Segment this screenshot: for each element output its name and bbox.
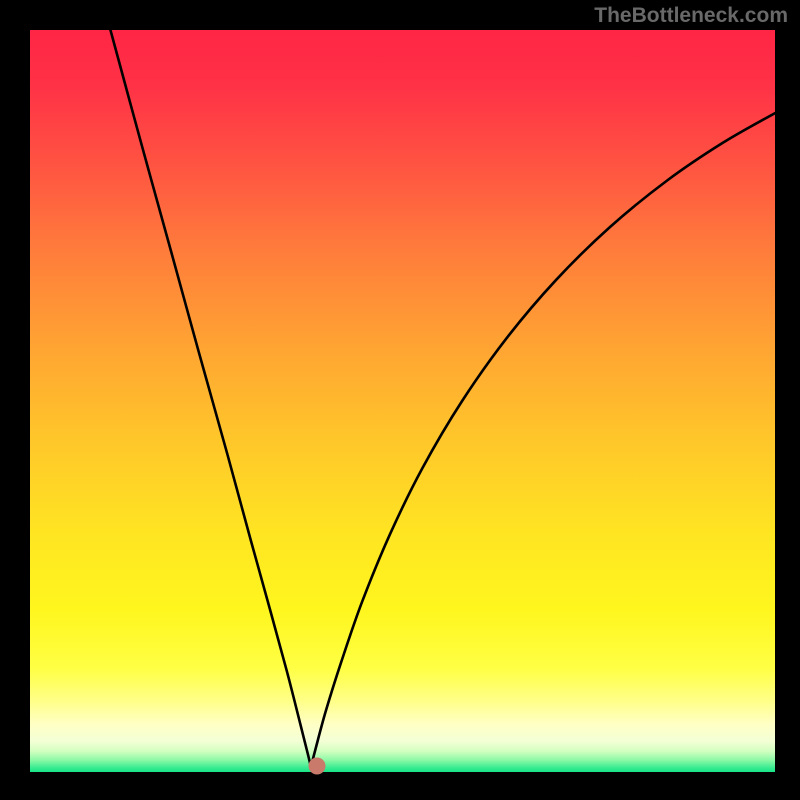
chart-container: TheBottleneck.com bbox=[0, 0, 800, 800]
bottleneck-curve bbox=[30, 30, 775, 772]
watermark-text: TheBottleneck.com bbox=[594, 4, 788, 28]
sweet-spot-marker bbox=[308, 758, 325, 775]
curve-left-branch bbox=[110, 30, 310, 767]
curve-right-branch bbox=[311, 113, 775, 767]
plot-area bbox=[30, 30, 775, 772]
